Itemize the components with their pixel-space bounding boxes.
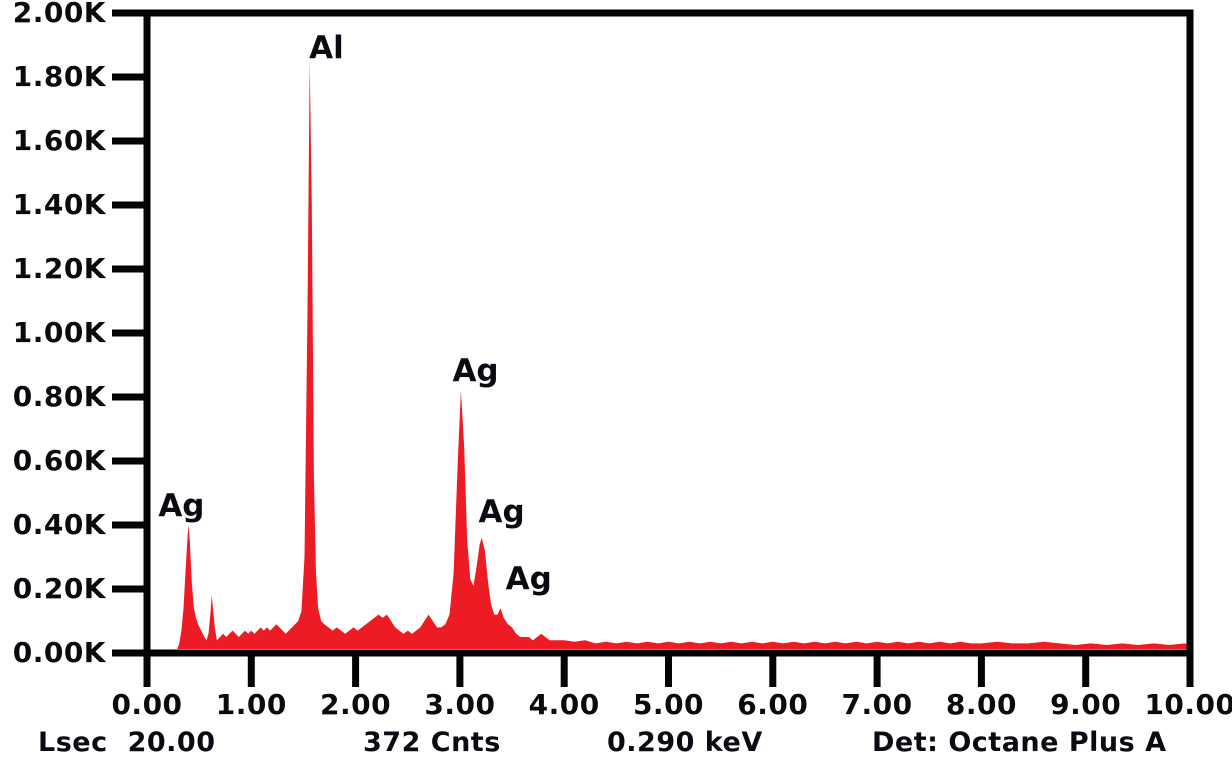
y-tick-label: 2.00K — [12, 0, 106, 29]
x-tick-label: 0.00 — [111, 688, 183, 721]
x-tick-label: 4.00 — [528, 688, 600, 721]
peak-label-ag: Ag — [478, 494, 525, 531]
y-tick-label: 0.20K — [12, 572, 106, 605]
y-tick-label: 1.80K — [12, 60, 106, 93]
y-tick-label: 0.80K — [12, 380, 106, 413]
x-tick-label: 9.00 — [1050, 688, 1122, 721]
status-energy: 0.290 keV — [607, 727, 763, 758]
x-tick-label: 1.00 — [215, 688, 287, 721]
x-tick-label: 6.00 — [737, 688, 809, 721]
status-detector: Det: Octane Plus A — [872, 727, 1167, 758]
peak-label-al: Al — [309, 30, 344, 67]
peak-label-ag: Ag — [505, 561, 552, 598]
plot-frame — [143, 9, 1194, 657]
x-tick-label: 10.00 — [1144, 688, 1232, 721]
y-tick-label: 1.00K — [12, 316, 106, 349]
x-tick-label: 8.00 — [945, 688, 1017, 721]
y-tick-label: 0.00K — [12, 636, 106, 669]
lsec-label: Lsec — [38, 727, 108, 758]
y-tick-label: 0.40K — [12, 508, 106, 541]
y-tick-label: 1.20K — [12, 252, 106, 285]
spectrum-area — [177, 61, 1190, 649]
lsec-value: 20.00 — [127, 727, 216, 758]
x-tick-label: 3.00 — [424, 688, 496, 721]
status-lsec: Lsec 20.00 — [38, 727, 216, 759]
y-tick-label: 0.60K — [12, 444, 106, 477]
peak-label-ag: Ag — [452, 353, 499, 390]
status-counts: 372 Cnts — [363, 727, 501, 758]
axis-ticks — [112, 9, 1194, 687]
x-tick-label: 7.00 — [841, 688, 913, 721]
x-tick-label: 2.00 — [320, 688, 392, 721]
peak-label-ag: Ag — [158, 487, 205, 524]
y-tick-label: 1.40K — [12, 188, 106, 221]
y-tick-label: 1.60K — [12, 124, 106, 157]
x-tick-label: 5.00 — [632, 688, 705, 721]
